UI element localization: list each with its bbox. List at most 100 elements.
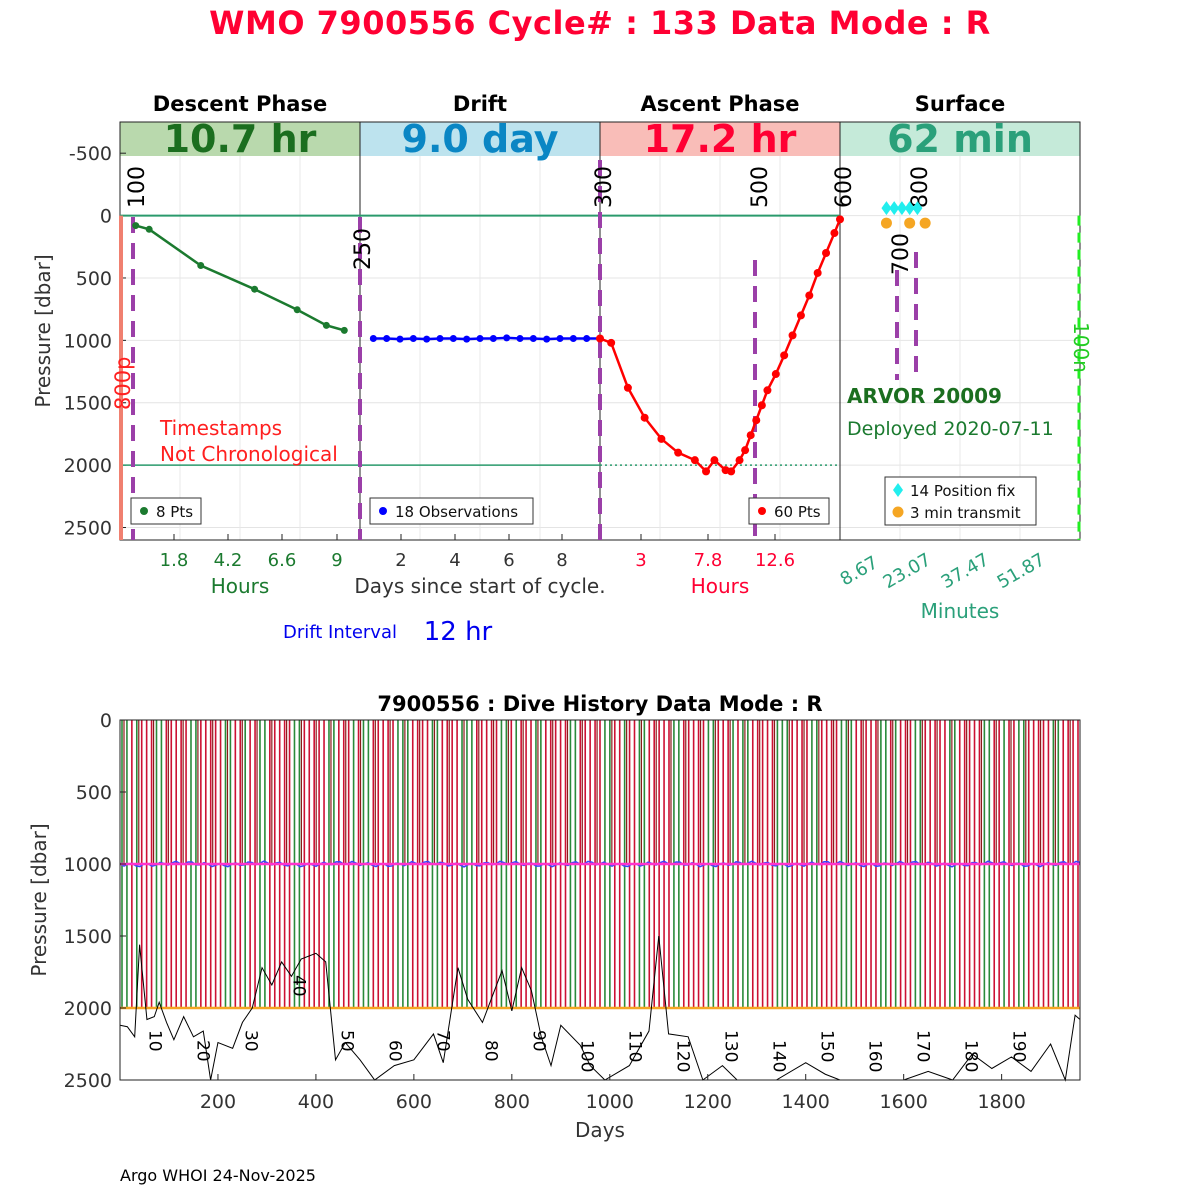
- history-y-axis-label: Pressure [dbar]: [27, 823, 51, 976]
- phase-tick-label: 8.67: [837, 552, 882, 590]
- cycle-label: 150: [816, 1030, 836, 1062]
- ascent-point: [674, 448, 683, 457]
- drift-point: [529, 334, 537, 342]
- phase-title-descent: Descent Phase: [153, 92, 327, 116]
- history-x-tick-label: 1800: [977, 1091, 1025, 1113]
- phase-tick-label: 6: [503, 550, 514, 571]
- ascent-point: [596, 334, 604, 343]
- cycle-label: 80: [480, 1040, 500, 1062]
- transmit-point: [904, 217, 916, 229]
- warning-line-2: Not Chronological: [160, 442, 338, 466]
- ascent-point: [805, 291, 814, 300]
- cycle-label: 90: [528, 1030, 548, 1052]
- drift-point: [436, 334, 444, 342]
- drift-point: [369, 334, 377, 342]
- legend-marker: [379, 507, 387, 515]
- legend-label: 8 Pts: [156, 503, 193, 521]
- ascent-point: [763, 386, 772, 395]
- cycle-label: 70: [432, 1030, 452, 1052]
- descent-point: [132, 222, 140, 230]
- dive-history-chart: 7900556 : Dive History Data Mode : R 10 20…: [27, 692, 1081, 1142]
- phase-duration-surface: 62 min: [887, 117, 1033, 161]
- ascent-point: [752, 416, 761, 425]
- position-fix-point: [889, 201, 900, 216]
- ascent-point: [702, 467, 711, 476]
- y-tick-label: 2000: [64, 455, 112, 477]
- descent-point: [197, 261, 205, 269]
- ascent-point: [710, 456, 719, 465]
- phase-duration-drift: 9.0 day: [402, 117, 559, 161]
- dive-history-title: 7900556 : Dive History Data Mode : R: [377, 692, 822, 716]
- ascent-unit-label: Hours: [691, 574, 750, 598]
- legend-marker: [893, 483, 903, 497]
- drift-line: [373, 336, 600, 341]
- drift-point: [449, 334, 457, 342]
- marker-label: 300: [592, 166, 617, 208]
- float-model: ARVOR 20009: [847, 384, 1002, 408]
- y-tick-label: -500: [69, 143, 112, 165]
- warning-line-1: Timestamps: [159, 416, 282, 440]
- cycle-label: 20: [192, 1040, 212, 1062]
- phase-title-surface: Surface: [915, 92, 1005, 116]
- drift-point: [463, 335, 471, 343]
- y-tick-label: 1000: [64, 330, 112, 352]
- phase-tick-label: 9: [331, 550, 342, 571]
- position-fix-point: [912, 201, 923, 216]
- ascent-point: [741, 446, 750, 455]
- legend-box: [748, 497, 830, 525]
- cycle-label: 130: [720, 1030, 740, 1062]
- y-tick-label: 500: [76, 268, 112, 290]
- history-x-tick-label: 1600: [879, 1091, 927, 1113]
- drift-interval-value: 12 hr: [424, 617, 493, 647]
- history-x-tick-label: 1000: [586, 1091, 634, 1113]
- history-x-tick-label: 1400: [782, 1091, 830, 1113]
- ascent-point: [757, 401, 766, 410]
- transmit-point: [880, 217, 892, 229]
- ascent-point: [836, 215, 844, 224]
- cycle-label: 180: [960, 1040, 980, 1072]
- phase-tick-label: 6.6: [268, 550, 297, 571]
- position-fix-point: [896, 201, 907, 216]
- cycle-label: 190: [1008, 1030, 1028, 1062]
- phase-tick-label: 4.2: [214, 550, 243, 571]
- history-y-tick-label: 1000: [64, 854, 112, 876]
- descent-point: [251, 285, 259, 293]
- drift-point: [489, 334, 497, 342]
- ascent-point: [788, 331, 797, 340]
- side-label-left: 800p: [111, 357, 135, 410]
- cycle-label: 30: [240, 1030, 260, 1052]
- history-y-tick-label: 1500: [64, 926, 112, 948]
- drift-point: [423, 335, 431, 343]
- phase-tick-label: 1.8: [160, 550, 189, 571]
- history-y-tick-label: 0: [100, 710, 112, 732]
- marker-label: 600: [832, 166, 857, 208]
- phase-tick-label: 4: [449, 550, 460, 571]
- position-fix-point: [881, 201, 892, 216]
- deployed-date: Deployed 2020-07-11: [847, 418, 1054, 440]
- phase-tick-label: 37.47: [938, 549, 993, 593]
- phase-duration-ascent: 17.2 hr: [644, 117, 797, 161]
- drift-point: [383, 334, 391, 342]
- cycle-label: 60: [384, 1040, 404, 1062]
- main-title: WMO 7900556 Cycle# : 133 Data Mode : R: [209, 4, 991, 42]
- history-x-tick-label: 200: [200, 1091, 236, 1113]
- side-label-right: 100n: [1069, 322, 1093, 373]
- history-x-tick-label: 400: [298, 1091, 334, 1113]
- y-axis-label: Pressure [dbar]: [31, 254, 55, 407]
- phase-tick-label: 7.8: [694, 550, 723, 571]
- marker-label: 500: [748, 166, 773, 208]
- drift-point: [583, 334, 591, 342]
- phase-tick-label: 12.6: [755, 550, 795, 571]
- history-x-tick-label: 1200: [684, 1091, 732, 1113]
- drift-point: [569, 334, 577, 342]
- phase-band-surface: [840, 122, 1080, 156]
- y-tick-label: 0: [100, 206, 112, 228]
- descent-point: [340, 326, 348, 334]
- phase-title-ascent: Ascent Phase: [641, 92, 800, 116]
- ascent-point: [746, 431, 755, 440]
- drift-point: [409, 334, 417, 342]
- ascent-point: [690, 456, 699, 465]
- drift-point: [556, 334, 564, 342]
- drift-unit-label: Days since start of cycle.: [354, 574, 605, 598]
